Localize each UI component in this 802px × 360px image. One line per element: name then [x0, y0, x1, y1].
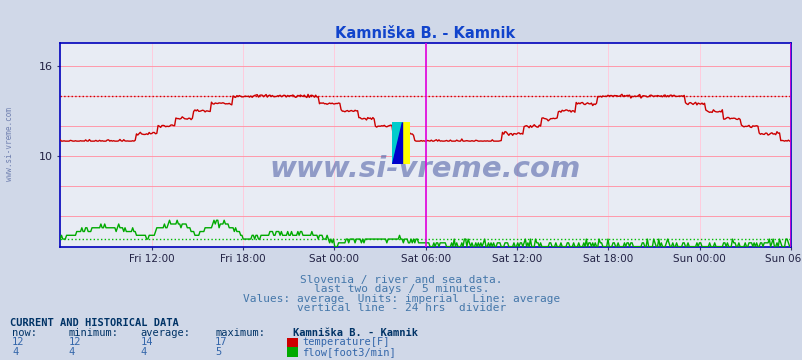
Text: 4: 4	[140, 347, 147, 357]
Text: 4: 4	[68, 347, 75, 357]
Text: www.si-vreme.com: www.si-vreme.com	[5, 107, 14, 181]
Text: maximum:: maximum:	[215, 328, 265, 338]
Text: 14: 14	[140, 337, 153, 347]
Text: CURRENT AND HISTORICAL DATA: CURRENT AND HISTORICAL DATA	[10, 318, 178, 328]
Title: Kamniška B. - Kamnik: Kamniška B. - Kamnik	[335, 26, 515, 41]
Text: minimum:: minimum:	[68, 328, 118, 338]
Text: temperature[F]: temperature[F]	[302, 337, 389, 347]
Text: now:: now:	[12, 328, 37, 338]
Text: last two days / 5 minutes.: last two days / 5 minutes.	[314, 284, 488, 294]
Polygon shape	[391, 122, 401, 164]
Text: average:: average:	[140, 328, 190, 338]
Text: 5: 5	[215, 347, 221, 357]
Text: Kamniška B. - Kamnik: Kamniška B. - Kamnik	[293, 328, 418, 338]
Text: 4: 4	[12, 347, 18, 357]
Text: vertical line - 24 hrs  divider: vertical line - 24 hrs divider	[297, 303, 505, 313]
Text: Values: average  Units: imperial  Line: average: Values: average Units: imperial Line: av…	[242, 294, 560, 304]
Text: Slovenia / river and sea data.: Slovenia / river and sea data.	[300, 275, 502, 285]
Text: 12: 12	[68, 337, 81, 347]
Text: flow[foot3/min]: flow[foot3/min]	[302, 347, 395, 357]
Polygon shape	[391, 122, 401, 164]
Text: 17: 17	[215, 337, 228, 347]
Text: 12: 12	[12, 337, 25, 347]
Text: www.si-vreme.com: www.si-vreme.com	[269, 155, 581, 183]
